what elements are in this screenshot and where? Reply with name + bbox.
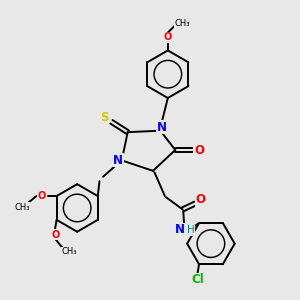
Text: O: O — [194, 143, 204, 157]
Text: O: O — [164, 32, 172, 42]
Text: S: S — [100, 111, 108, 124]
Text: Cl: Cl — [191, 273, 204, 286]
Text: O: O — [196, 194, 206, 206]
Text: H: H — [187, 225, 195, 235]
Text: N: N — [113, 154, 123, 167]
Text: N: N — [157, 121, 167, 134]
Text: CH₃: CH₃ — [174, 19, 190, 28]
Text: O: O — [52, 230, 60, 240]
Text: N: N — [175, 223, 185, 236]
Text: CH₃: CH₃ — [61, 247, 77, 256]
Text: CH₃: CH₃ — [14, 203, 30, 212]
Text: O: O — [37, 191, 45, 201]
